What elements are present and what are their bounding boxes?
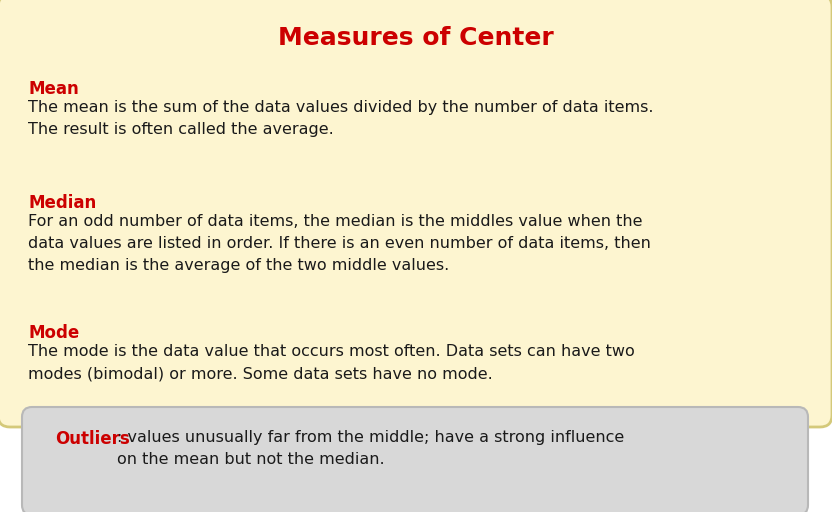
Text: Mean: Mean xyxy=(28,80,79,98)
Text: The mean is the sum of the data values divided by the number of data items.
The : The mean is the sum of the data values d… xyxy=(28,100,653,137)
Text: For an odd number of data items, the median is the middles value when the
data v: For an odd number of data items, the med… xyxy=(28,214,651,273)
Text: Median: Median xyxy=(28,194,97,212)
Text: The mode is the data value that occurs most often. Data sets can have two
modes : The mode is the data value that occurs m… xyxy=(28,344,635,381)
Text: Outliers: Outliers xyxy=(55,430,130,448)
Text: Measures of Center: Measures of Center xyxy=(278,26,554,50)
FancyBboxPatch shape xyxy=(0,0,832,427)
Text: : values unusually far from the middle; have a strong influence
on the mean but : : values unusually far from the middle; … xyxy=(117,430,624,467)
FancyBboxPatch shape xyxy=(22,407,808,512)
Text: Mode: Mode xyxy=(28,324,79,342)
